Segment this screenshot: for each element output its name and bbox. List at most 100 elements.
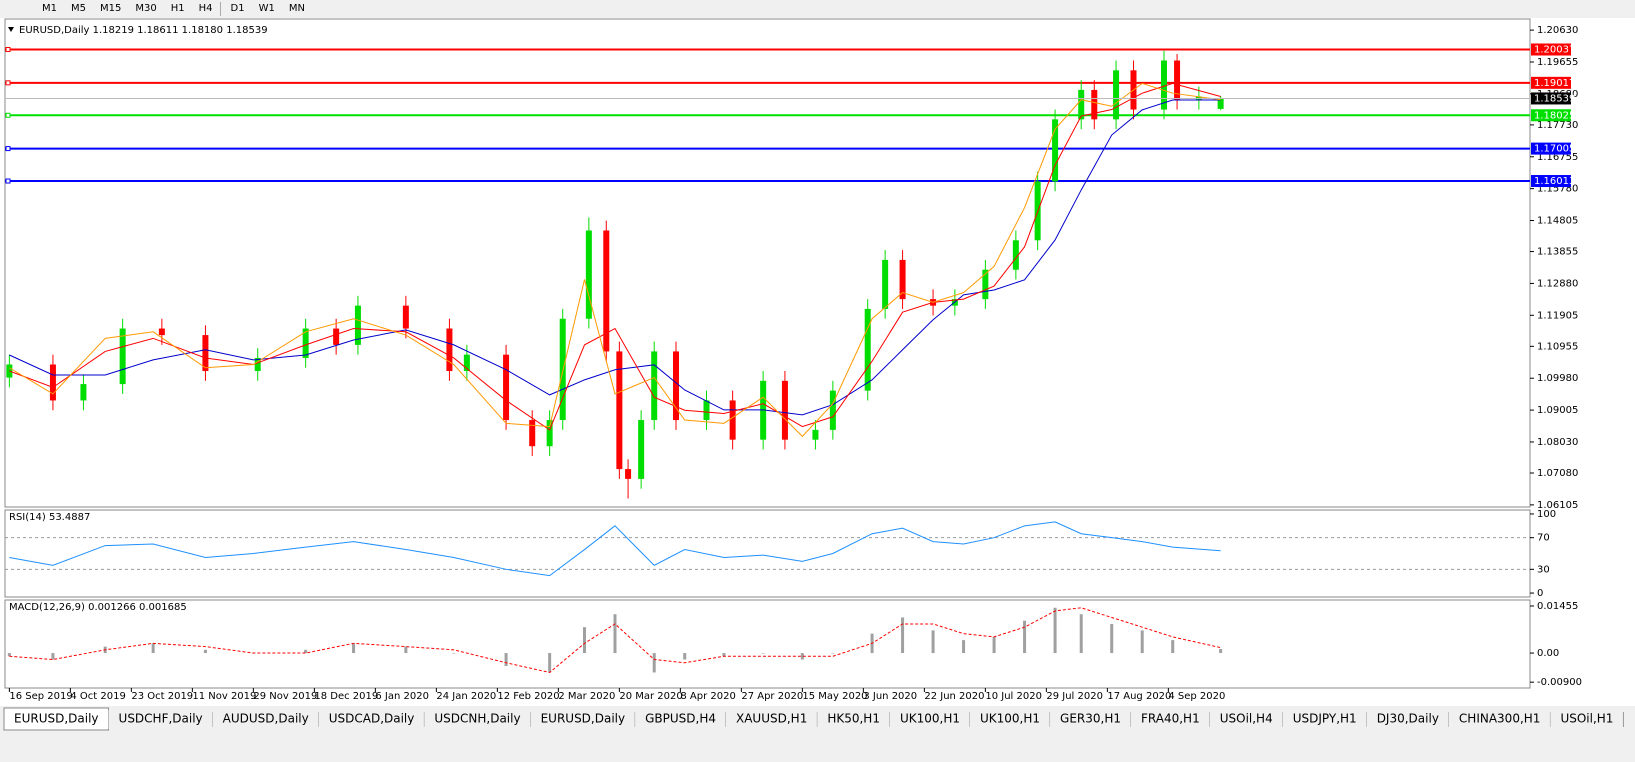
timeframe-button[interactable]: M1: [42, 3, 57, 14]
y-tick-label: 0.01455: [1537, 601, 1578, 612]
tab[interactable]: [1550, 710, 1624, 729]
x-tick-label: 17 Aug 2020: [1107, 691, 1171, 702]
bid-label: 1.18539: [1534, 93, 1575, 104]
tab[interactable]: [1131, 710, 1210, 729]
tab-label[interactable]: GBPUSD,H4: [645, 712, 716, 726]
tab-label[interactable]: GER30,H1: [1060, 712, 1121, 726]
level-label-box: [1531, 109, 1571, 122]
tab[interactable]: [108, 710, 213, 729]
timeframe-button[interactable]: D1: [231, 3, 245, 14]
y-tick-label: 1.11905: [1537, 310, 1578, 321]
tab[interactable]: [726, 710, 818, 729]
candle-body: [982, 269, 989, 300]
tab[interactable]: [424, 710, 531, 729]
candle-body: [585, 230, 592, 319]
tab-label[interactable]: FRA40,H1: [1141, 712, 1200, 726]
tab-label[interactable]: HK50,H1: [827, 712, 880, 726]
tab-label[interactable]: USDCAD,Daily: [329, 712, 415, 726]
x-tick-label: 24 Jan 2020: [436, 691, 496, 702]
x-tick-label: 11 Nov 2019: [192, 691, 256, 702]
candle-body: [616, 351, 623, 470]
tab[interactable]: [530, 710, 636, 729]
timeframe-button[interactable]: H1: [171, 3, 185, 14]
macd-bar: [452, 653, 456, 654]
tab[interactable]: [318, 710, 425, 729]
y-tick-label: -0.00900: [1537, 677, 1582, 688]
tab[interactable]: [817, 710, 890, 729]
tab-label[interactable]: USOil,H4: [1220, 712, 1273, 726]
candle-body: [1052, 119, 1059, 182]
macd-bar: [1079, 614, 1083, 654]
macd-bar: [761, 653, 765, 654]
candle-body: [529, 420, 536, 447]
y-tick-label: 1.12880: [1537, 278, 1578, 289]
x-tick-label: 23 Oct 2019: [131, 691, 193, 702]
y-tick-label: 0.00: [1537, 648, 1559, 659]
macd-bar: [352, 643, 356, 654]
level-label: 1.19017: [1534, 78, 1575, 89]
tab-label[interactable]: AUDUSD,Daily: [223, 712, 309, 726]
tab-label[interactable]: USDCNH,Daily: [434, 712, 520, 726]
candle-body: [80, 384, 87, 401]
tab-label[interactable]: EURUSD,Daily: [14, 712, 99, 726]
candle-body: [812, 429, 819, 440]
candle-body: [446, 328, 453, 372]
macd-bar: [7, 653, 11, 657]
y-tick-label: 70: [1537, 533, 1550, 544]
tab[interactable]: [970, 710, 1051, 729]
tab[interactable]: [212, 710, 319, 729]
macd-title: MACD(12,26,9) 0.001266 0.001685: [9, 602, 187, 613]
y-tick-label: 1.19655: [1537, 57, 1578, 68]
chart-title: EURUSD,Daily 1.18219 1.18611 1.18180 1.1…: [19, 25, 268, 36]
tab-label[interactable]: EURUSD,Daily: [541, 712, 626, 726]
timeframe-button[interactable]: W1: [259, 3, 275, 14]
tab[interactable]: [1366, 710, 1449, 729]
x-tick-label: 3 Jun 2020: [863, 691, 917, 702]
timeframe-button[interactable]: M30: [135, 3, 156, 14]
y-tick-label: 1.13855: [1537, 247, 1578, 258]
tab-label[interactable]: XAUUSD,H1: [736, 712, 807, 726]
candle-body: [729, 400, 736, 440]
tab[interactable]: [1448, 710, 1551, 729]
indicator-line: [9, 82, 1221, 431]
chart-window: [0, 18, 1635, 706]
tab[interactable]: [635, 710, 726, 729]
x-tick-label: 20 Mar 2020: [619, 691, 682, 702]
tab-label[interactable]: UK100,H1: [980, 712, 1040, 726]
macd-bar: [800, 653, 804, 660]
tab-label[interactable]: USOil,H1: [1560, 712, 1613, 726]
tab-label[interactable]: CHINA300,H1: [1459, 712, 1541, 726]
macd-bar: [203, 649, 207, 654]
timeframe-button[interactable]: M5: [71, 3, 86, 14]
tab[interactable]: [889, 710, 970, 729]
level-label-box: [1531, 43, 1571, 56]
tab[interactable]: [1050, 710, 1131, 729]
tab-label[interactable]: DJ30,Daily: [1377, 712, 1439, 726]
tab-label[interactable]: USDCHF,Daily: [119, 712, 203, 726]
timeframe-button[interactable]: M15: [100, 3, 121, 14]
tab-label[interactable]: USDJPY,H1: [1293, 712, 1357, 726]
candle-body: [302, 328, 309, 358]
x-tick-label: 18 Dec 2019: [314, 691, 378, 702]
x-tick-label: 22 Jun 2020: [924, 691, 984, 702]
macd-bar: [1171, 640, 1175, 654]
level-handle: [5, 46, 11, 52]
candle-body: [202, 335, 209, 372]
macd-pane: [4, 599, 1531, 689]
tab-label[interactable]: UK100,H1: [900, 712, 960, 726]
candle-body: [119, 328, 126, 385]
candle-body: [882, 259, 889, 309]
tab[interactable]: [1282, 710, 1367, 729]
y-tick-label: 1.08030: [1537, 437, 1578, 448]
level-label-box: [1531, 76, 1571, 89]
rsi-pane: [4, 509, 1531, 598]
candle-body: [503, 354, 510, 421]
timeframe-button[interactable]: MN: [289, 3, 305, 14]
candle-body: [673, 351, 679, 421]
timeframe-button[interactable]: H4: [199, 3, 213, 14]
level-label-box: [1531, 142, 1571, 155]
tab[interactable]: [1209, 710, 1283, 729]
candle-body: [1217, 98, 1224, 109]
macd-bar: [931, 630, 935, 654]
